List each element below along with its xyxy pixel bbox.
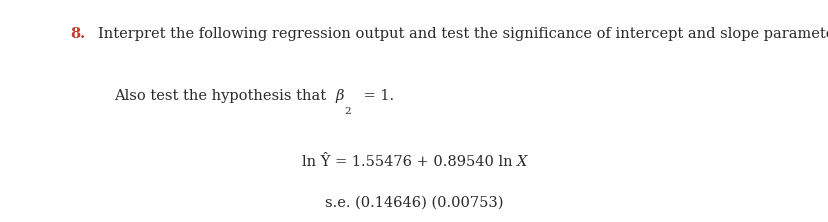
Text: β: β xyxy=(335,89,344,103)
Text: Also test the hypothesis that: Also test the hypothesis that xyxy=(114,89,335,103)
Text: = 1.: = 1. xyxy=(359,89,394,103)
Text: Interpret the following regression output and test the significance of intercept: Interpret the following regression outpu… xyxy=(98,27,828,41)
Text: 2: 2 xyxy=(344,107,350,116)
Text: ln Ŷ = 1.55476 + 0.89540 ln: ln Ŷ = 1.55476 + 0.89540 ln xyxy=(301,155,517,169)
Text: s.e. (0.14646) (0.00753): s.e. (0.14646) (0.00753) xyxy=(325,195,503,209)
Text: X: X xyxy=(517,155,527,169)
Text: 8.: 8. xyxy=(70,27,85,41)
